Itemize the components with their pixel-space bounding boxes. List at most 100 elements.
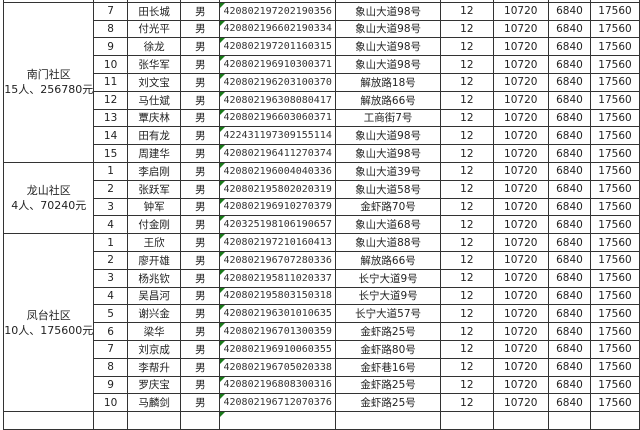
name-cell[interactable]: 田有龙 <box>126 126 182 146</box>
total-cell[interactable]: 17560 <box>589 375 640 395</box>
id-number-cell[interactable]: 420802196308080417 <box>219 90 336 110</box>
total-cell[interactable]: 17560 <box>589 161 640 181</box>
months-cell[interactable]: 12 <box>440 19 494 39</box>
total-cell[interactable]: 17560 <box>589 126 640 146</box>
gender-cell[interactable]: 男 <box>180 268 221 288</box>
months-cell[interactable]: 12 <box>440 37 494 57</box>
address-cell[interactable]: 象山大道39号 <box>334 161 442 181</box>
months-cell[interactable]: 12 <box>440 197 494 217</box>
amount-b-cell[interactable]: 6840 <box>548 215 591 235</box>
id-number-cell[interactable]: 420802195802020319 <box>219 179 336 199</box>
id-number-cell[interactable]: 420802196004040336 <box>219 161 336 181</box>
amount-b-cell[interactable]: 6840 <box>548 250 591 270</box>
months-cell[interactable]: 12 <box>440 55 494 74</box>
months-cell[interactable]: 12 <box>440 215 494 235</box>
amount-b-cell[interactable]: 6840 <box>548 179 591 199</box>
amount-b-cell[interactable]: 6840 <box>548 322 591 341</box>
community-cell[interactable]: 凤台社区 10人、175600元 <box>3 233 95 413</box>
gender-cell[interactable]: 男 <box>180 179 221 199</box>
address-cell[interactable]: 长宁大道9号 <box>334 286 442 306</box>
amount-b-cell[interactable]: 6840 <box>548 339 591 359</box>
row-number-cell[interactable]: 13 <box>93 108 128 128</box>
total-cell[interactable]: 17560 <box>589 215 640 235</box>
months-cell[interactable]: 12 <box>440 108 494 128</box>
name-cell[interactable]: 张跃军 <box>126 179 182 199</box>
amount-b-cell[interactable]: 6840 <box>548 286 591 306</box>
gender-cell[interactable]: 男 <box>180 375 221 395</box>
amount-a-cell[interactable]: 10720 <box>492 393 550 413</box>
name-cell[interactable]: 覃庆林 <box>126 108 182 128</box>
amount-a-cell[interactable]: 10720 <box>492 339 550 359</box>
gender-cell[interactable]: 男 <box>180 215 221 235</box>
months-cell[interactable]: 12 <box>440 126 494 146</box>
total-cell[interactable]: 17560 <box>589 179 640 199</box>
gender-cell[interactable]: 男 <box>180 55 221 74</box>
months-cell[interactable]: 12 <box>440 161 494 181</box>
amount-a-cell[interactable]: 10720 <box>492 233 550 252</box>
address-cell[interactable]: 金虾巷16号 <box>334 357 442 377</box>
months-cell[interactable]: 12 <box>440 233 494 252</box>
gender-cell[interactable]: 男 <box>180 108 221 128</box>
name-cell[interactable]: 马仕斌 <box>126 90 182 110</box>
row-number-cell[interactable]: 10 <box>93 55 128 74</box>
row-number-cell[interactable]: 2 <box>93 179 128 199</box>
gender-cell[interactable]: 男 <box>180 37 221 57</box>
row-number-cell[interactable]: 9 <box>93 37 128 57</box>
row-number-cell[interactable]: 8 <box>93 19 128 39</box>
address-cell[interactable]: 象山大道88号 <box>334 233 442 252</box>
months-cell[interactable]: 12 <box>440 304 494 324</box>
id-number-cell[interactable]: 420802196707280336 <box>219 250 336 270</box>
months-cell[interactable]: 12 <box>440 72 494 92</box>
amount-b-cell[interactable]: 6840 <box>548 375 591 395</box>
address-cell[interactable]: 象山大道98号 <box>334 55 442 74</box>
gender-cell[interactable]: 男 <box>180 357 221 377</box>
amount-a-cell[interactable]: 10720 <box>492 286 550 306</box>
amount-a-cell[interactable]: 10720 <box>492 37 550 57</box>
address-cell[interactable]: 解放路18号 <box>334 72 442 92</box>
amount-a-cell[interactable]: 10720 <box>492 375 550 395</box>
months-cell[interactable]: 12 <box>440 1 494 21</box>
row-number-cell[interactable]: 3 <box>93 268 128 288</box>
name-cell[interactable]: 张华军 <box>126 55 182 74</box>
id-number-cell[interactable]: 420802196603060371 <box>219 108 336 128</box>
total-cell[interactable]: 17560 <box>589 250 640 270</box>
address-cell[interactable]: 金虾路25号 <box>334 375 442 395</box>
gender-cell[interactable]: 男 <box>180 233 221 252</box>
address-cell[interactable]: 解放路66号 <box>334 90 442 110</box>
row-number-cell[interactable]: 10 <box>93 393 128 413</box>
amount-a-cell[interactable]: 10720 <box>492 268 550 288</box>
months-cell[interactable]: 12 <box>440 90 494 110</box>
id-number-cell[interactable]: 420802196808300316 <box>219 375 336 395</box>
name-cell[interactable]: 付光平 <box>126 19 182 39</box>
gender-cell[interactable]: 男 <box>180 286 221 306</box>
gender-cell[interactable]: 男 <box>180 72 221 92</box>
row-number-cell[interactable]: 4 <box>93 286 128 306</box>
total-cell[interactable]: 17560 <box>589 1 640 21</box>
row-number-cell[interactable]: 4 <box>93 215 128 235</box>
row-number-cell[interactable]: 8 <box>93 357 128 377</box>
address-cell[interactable]: 长宁大道57号 <box>334 304 442 324</box>
row-number-cell[interactable]: 1 <box>93 233 128 252</box>
name-cell[interactable]: 罗庆宝 <box>126 375 182 395</box>
id-number-cell[interactable]: 420802196411270374 <box>219 144 336 163</box>
name-cell[interactable]: 周建华 <box>126 144 182 163</box>
amount-a-cell[interactable]: 10720 <box>492 215 550 235</box>
amount-b-cell[interactable]: 6840 <box>548 72 591 92</box>
amount-a-cell[interactable]: 10720 <box>492 55 550 74</box>
address-cell[interactable]: 象山大道68号 <box>334 215 442 235</box>
amount-a-cell[interactable]: 10720 <box>492 304 550 324</box>
name-cell[interactable]: 刘文宝 <box>126 72 182 92</box>
amount-b-cell[interactable]: 6840 <box>548 268 591 288</box>
amount-a-cell[interactable]: 10720 <box>492 108 550 128</box>
name-cell[interactable]: 李启刚 <box>126 161 182 181</box>
address-cell[interactable]: 工商街7号 <box>334 108 442 128</box>
id-number-cell[interactable]: 420802195803150318 <box>219 286 336 306</box>
gender-cell[interactable]: 男 <box>180 197 221 217</box>
address-cell[interactable]: 解放路66号 <box>334 250 442 270</box>
gender-cell[interactable]: 男 <box>180 393 221 413</box>
name-cell[interactable]: 廖开雄 <box>126 250 182 270</box>
id-number-cell[interactable]: 420802196602190334 <box>219 19 336 39</box>
months-cell[interactable]: 12 <box>440 179 494 199</box>
total-cell[interactable]: 17560 <box>589 55 640 74</box>
name-cell[interactable]: 刘京成 <box>126 339 182 359</box>
